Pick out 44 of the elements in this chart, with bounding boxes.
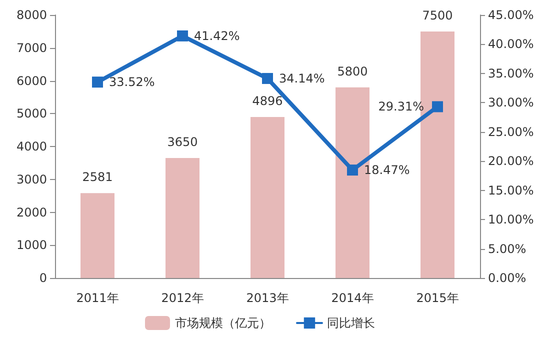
y2-tick-label: 10.00% [488, 212, 534, 227]
bar [166, 158, 200, 278]
y-tick-label: 8000 [16, 8, 47, 22]
y-tick-label: 3000 [16, 172, 47, 186]
legend-label: 市场规模（亿元） [175, 316, 271, 330]
y2-tick-label: 15.00% [488, 183, 534, 198]
x-tick-label: 2014年 [331, 291, 374, 305]
y2-tick-label: 35.00% [488, 66, 534, 80]
bar [80, 193, 114, 278]
data-label: 4896 [252, 94, 283, 108]
data-label: 41.42% [194, 28, 240, 43]
data-label: 34.14% [279, 71, 325, 86]
y2-tick-label: 20.00% [488, 154, 534, 168]
data-label: 29.31% [378, 100, 424, 114]
x-tick-label: 2015年 [416, 291, 459, 305]
y-tick-label: 4000 [16, 140, 47, 154]
y-tick-label: 5000 [16, 106, 47, 121]
data-label: 18.47% [364, 163, 410, 178]
point [432, 101, 443, 112]
x-tick-label: 2011年 [76, 291, 119, 305]
y2-tick-label: 45.00% [488, 8, 534, 22]
data-label: 7500 [422, 8, 453, 22]
point [92, 76, 103, 88]
y-tick-label: 1000 [16, 238, 47, 252]
y2-tick-label: 25.00% [488, 124, 534, 139]
point [262, 72, 273, 84]
y2-tick-label: 0.00% [488, 271, 526, 285]
x-tick-label: 2013年 [246, 291, 289, 305]
y-tick-label: 6000 [16, 74, 47, 88]
data-label: 3650 [167, 135, 198, 150]
y-tick-label: 2000 [16, 205, 47, 220]
y2-tick-label: 30.00% [488, 96, 534, 110]
data-label: 5800 [337, 64, 368, 78]
point [177, 30, 188, 42]
point [347, 164, 358, 176]
x-tick-label: 2012年 [161, 291, 204, 305]
y2-tick-label: 5.00% [488, 242, 526, 256]
data-label: 2581 [82, 170, 113, 184]
y2-tick-label: 40.00% [488, 37, 534, 52]
y-tick-label: 7000 [16, 40, 47, 55]
legend-label: 同比增长 [327, 316, 375, 330]
data-label: 33.52% [109, 75, 155, 90]
y-tick-label: 0 [39, 271, 47, 285]
bar [250, 117, 284, 278]
